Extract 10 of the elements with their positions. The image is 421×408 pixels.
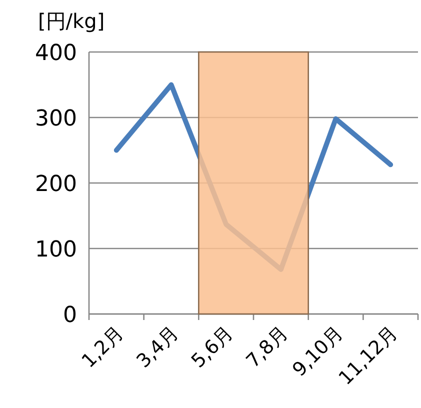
y-tick-label: 100 [35,238,77,262]
x-tick-label: 5,6月 [187,322,238,372]
y-tick-label: 400 [35,41,77,66]
x-tick-label: 3,4月 [132,322,183,372]
x-tick-label: 7,8月 [242,322,292,372]
y-tick-label: 200 [35,172,77,197]
y-tick-label: 300 [35,106,77,132]
y-axis-title: [円/kg] [38,9,105,33]
x-tick-label: 1,2月 [78,322,128,372]
y-tick-label: 0 [63,303,77,328]
